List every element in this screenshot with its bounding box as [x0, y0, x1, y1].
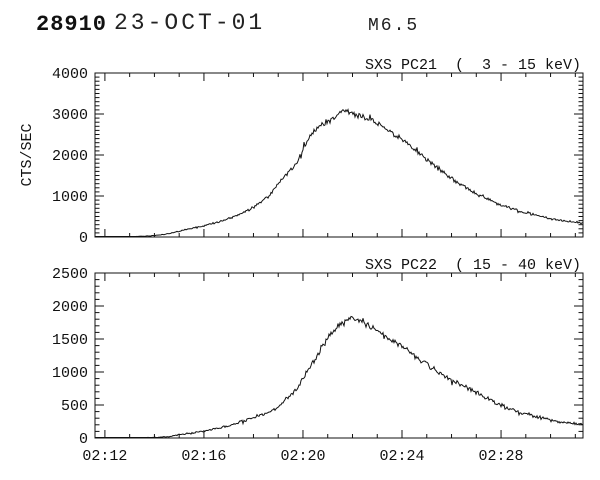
y-tick-label: 1000 [52, 365, 88, 382]
y-tick-label: 0 [79, 431, 88, 448]
y-tick-label: 2500 [52, 266, 88, 283]
y-tick-label: 0 [79, 230, 88, 247]
x-tick-label: 02:16 [181, 448, 226, 465]
goes-class: M6.5 [368, 16, 420, 36]
plot-frame [94, 72, 584, 238]
panel-title: SXS PC22 ( 15 - 40 keV) [365, 257, 581, 274]
flare-date: 23-OCT-01 [114, 10, 266, 36]
lightcurve-trace-1 [95, 108, 584, 237]
plot-panel-2: 0 500 1000 1500 2000 2500 02:12 02:16 02:20 02:24… [52, 257, 584, 465]
y-tick-label: 1500 [52, 332, 88, 349]
plot-frame [94, 272, 584, 439]
flare-number: 28910 [36, 12, 108, 37]
axis-ticks [95, 272, 583, 439]
y-tick-label: 2000 [52, 148, 88, 165]
y-tick-label: 3000 [52, 107, 88, 124]
x-tick-label: 02:12 [82, 448, 127, 465]
x-tick-label: 02:28 [479, 448, 524, 465]
axis-ticks [95, 72, 583, 238]
y-axis-label: CTS/SEC [19, 123, 36, 186]
x-tick-label: 02:20 [280, 448, 325, 465]
y-tick-label: 500 [61, 398, 88, 415]
panel-title: SXS PC21 ( 3 - 15 keV) [365, 57, 581, 74]
x-tick-label: 02:24 [380, 448, 425, 465]
y-tick-label: 4000 [52, 66, 88, 83]
y-tick-label: 1000 [52, 189, 88, 206]
plot-panel-1: 0 1000 2000 3000 4000 SXS PC21 ( 3 - 15 keV) C… [19, 57, 584, 247]
lightcurve-trace-2 [95, 315, 584, 438]
y-tick-label: 2000 [52, 299, 88, 316]
